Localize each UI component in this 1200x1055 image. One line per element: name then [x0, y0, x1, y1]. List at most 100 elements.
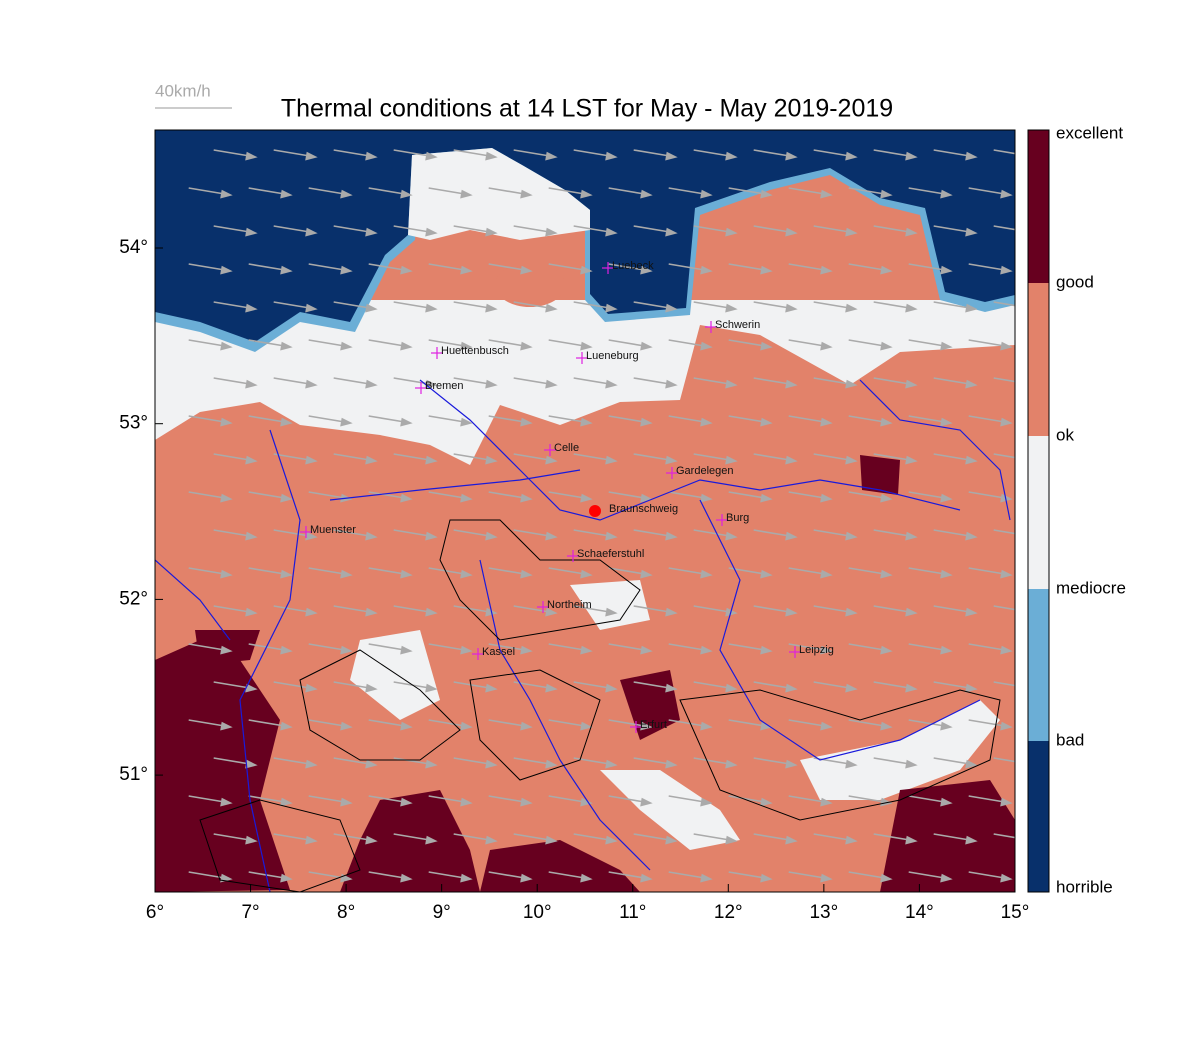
wind-arrow-head: [760, 797, 773, 807]
wind-arrow: [668, 187, 705, 195]
wind-arrow-head: [485, 683, 498, 693]
wind-arrow-head: [400, 797, 413, 807]
wind-arrow-head: [485, 303, 498, 313]
wind-arrow: [368, 871, 405, 879]
wind-arrow: [273, 377, 310, 385]
wind-arrow-head: [400, 265, 413, 275]
wind-arrow-head: [905, 759, 918, 769]
wind-arrow-head: [280, 265, 293, 275]
colorbar-label: excellent: [1056, 123, 1123, 142]
wind-arrow-head: [245, 607, 258, 617]
wind-arrow: [633, 681, 670, 689]
rivers: [155, 379, 1011, 892]
wind-arrow: [993, 833, 1015, 839]
wind-arrow: [213, 833, 250, 841]
wind-arrow-head: [665, 607, 678, 617]
city-label: Muenster: [310, 524, 356, 536]
wind-arrow: [573, 757, 610, 765]
wind-arrow: [668, 567, 705, 575]
wind-arrow: [273, 453, 310, 461]
wind-arrow: [548, 719, 585, 727]
wind-arrow: [188, 339, 225, 347]
wind-arrow-head: [340, 189, 353, 199]
wind-arrow: [333, 529, 370, 537]
wind-arrow: [333, 605, 370, 613]
wind-arrow: [908, 187, 945, 195]
wind-arrow: [848, 415, 885, 423]
wind-arrow: [848, 491, 885, 499]
wind-arrow: [608, 491, 645, 499]
wind-arrow: [273, 681, 310, 689]
wind-arrow: [848, 719, 885, 727]
city-label: Luebeck: [612, 260, 654, 272]
wind-arrow: [368, 567, 405, 575]
wind-arrow: [548, 263, 585, 271]
wind-arrow: [608, 567, 645, 575]
wind-arrow-head: [605, 531, 618, 541]
wind-arrow: [968, 567, 1005, 575]
wind-arrow: [1054, 682, 1090, 688]
wind-arrow-head: [820, 873, 833, 883]
wind-arrow: [428, 795, 465, 803]
wind-arrow: [188, 263, 225, 271]
wind-arrow: [273, 301, 310, 309]
wind-arrow-head: [400, 189, 413, 199]
city-label: Huettenbusch: [441, 345, 509, 357]
wind-arrow-head: [1000, 569, 1013, 579]
wind-arrow-head: [280, 417, 293, 427]
wind-arrow-head: [820, 493, 833, 503]
wind-arrow-head: [485, 531, 498, 541]
wind-arrow-head: [220, 721, 233, 731]
x-tick-label: 8°: [337, 902, 355, 923]
wind-arrow-head: [545, 683, 558, 693]
wind-arrow: [488, 491, 525, 499]
city-dot: [589, 505, 601, 517]
wind-arrow-head: [605, 303, 618, 313]
wind-arrow: [608, 871, 645, 879]
wind-arrow: [488, 871, 525, 879]
wind-arrow-head: [520, 721, 533, 731]
wind-arrow: [933, 757, 970, 765]
wind-arrow-head: [400, 645, 413, 655]
wind-arrow: [513, 149, 550, 157]
wind-arrow: [813, 377, 850, 385]
wind-arrow: [668, 871, 705, 879]
wind-arrow-head: [340, 417, 353, 427]
wind-arrow-head: [700, 341, 713, 351]
wind-arrow-head: [520, 417, 533, 427]
wind-arrow-head: [665, 759, 678, 769]
wind-arrow: [788, 643, 825, 651]
wind-arrow-head: [485, 227, 498, 237]
wind-arrow-head: [220, 569, 233, 579]
wind-arrow: [968, 339, 1005, 347]
wind-arrow-head: [245, 531, 258, 541]
wind-arrow-head: [965, 531, 978, 541]
wind-arrow-head: [940, 721, 953, 731]
wind-arrow: [488, 567, 525, 575]
wind-arrow: [548, 339, 585, 347]
wind-arrow: [873, 453, 910, 461]
wind-arrow-head: [545, 379, 558, 389]
wind-arrow-head: [485, 759, 498, 769]
wind-arrow-head: [1060, 798, 1073, 807]
wind-arrow-head: [760, 341, 773, 351]
wind-arrow: [213, 301, 250, 309]
wind-arrow-head: [425, 835, 438, 845]
wind-arrow: [693, 833, 730, 841]
wind-arrow: [428, 719, 465, 727]
wind-arrow: [213, 605, 250, 613]
wind-arrow: [753, 833, 790, 841]
colorbar-label: good: [1056, 272, 1094, 291]
wind-arrow-head: [460, 417, 473, 427]
wind-arrow-head: [700, 569, 713, 579]
wind-arrow-head: [280, 189, 293, 199]
wind-arrow: [248, 415, 285, 423]
wind-arrow: [273, 605, 310, 613]
wind-arrow: [368, 795, 405, 803]
wind-arrow-head: [425, 607, 438, 617]
wind-arrow: [453, 605, 490, 613]
wind-arrow-head: [940, 189, 953, 199]
colorbar-frame: [1027, 129, 1050, 893]
wind-field: [188, 149, 1090, 883]
